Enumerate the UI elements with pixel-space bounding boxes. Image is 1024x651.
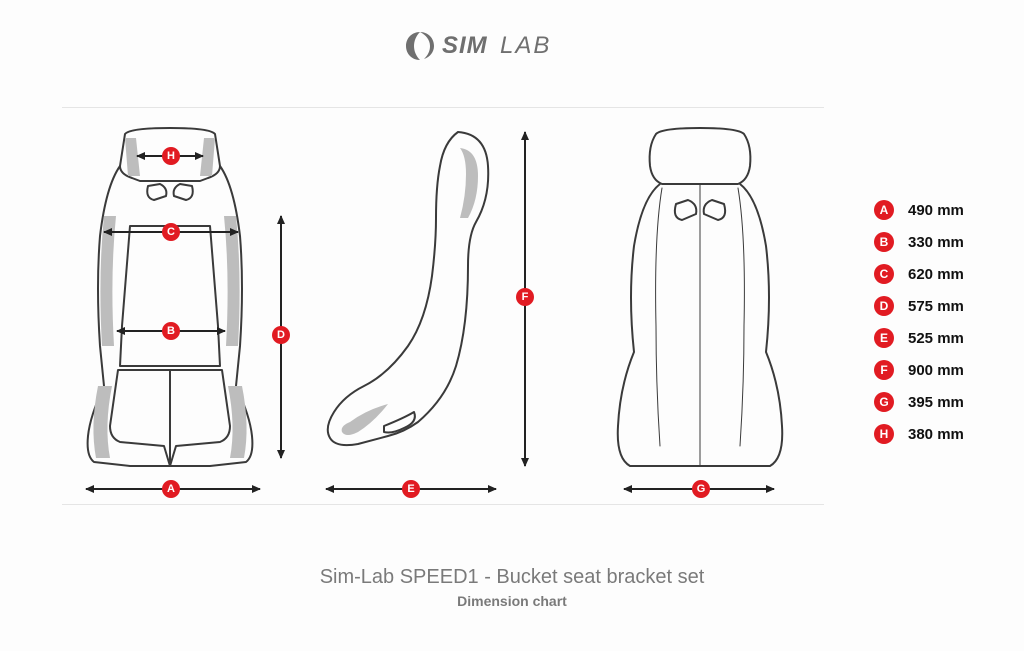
legend-value-f: 900 mm	[908, 362, 964, 379]
brand-logo: SIM LAB	[0, 28, 1024, 69]
legend-badge-c: C	[874, 264, 894, 284]
caption-title: Sim-Lab SPEED1 - Bucket seat bracket set	[0, 566, 1024, 589]
dim-badge-c: C	[162, 223, 180, 241]
legend-value-d: 575 mm	[908, 298, 964, 315]
dim-badge-a: A	[162, 480, 180, 498]
svg-text:SIM: SIM	[442, 32, 488, 59]
legend-row: B 330 mm	[874, 232, 1004, 252]
legend-row: C 620 mm	[874, 264, 1004, 284]
caption: Sim-Lab SPEED1 - Bucket seat bracket set…	[0, 566, 1024, 609]
legend-row: G 395 mm	[874, 392, 1004, 412]
legend-badge-b: B	[874, 232, 894, 252]
dim-badge-f: F	[516, 288, 534, 306]
legend-value-a: 490 mm	[908, 202, 964, 219]
seat-front-view	[70, 126, 270, 476]
legend-row: F 900 mm	[874, 360, 1004, 380]
svg-text:LAB: LAB	[500, 32, 551, 59]
dim-badge-d: D	[272, 326, 290, 344]
legend-value-b: 330 mm	[908, 234, 964, 251]
legend-badge-d: D	[874, 296, 894, 316]
legend-value-g: 395 mm	[908, 394, 964, 411]
legend-row: D 575 mm	[874, 296, 1004, 316]
legend-badge-h: H	[874, 424, 894, 444]
legend-value-c: 620 mm	[908, 266, 964, 283]
dim-badge-h: H	[162, 147, 180, 165]
dim-badge-e: E	[402, 480, 420, 498]
legend-row: H 380 mm	[874, 424, 1004, 444]
seat-side-view	[318, 126, 518, 476]
legend-badge-g: G	[874, 392, 894, 412]
legend-badge-f: F	[874, 360, 894, 380]
dim-badge-b: B	[162, 322, 180, 340]
diagram-frame: H C B D A F E	[62, 107, 824, 505]
dimension-legend: A 490 mm B 330 mm C 620 mm D 575 mm E 52…	[874, 200, 1004, 456]
legend-badge-e: E	[874, 328, 894, 348]
caption-subtitle: Dimension chart	[0, 593, 1024, 609]
legend-row: E 525 mm	[874, 328, 1004, 348]
dim-badge-g: G	[692, 480, 710, 498]
legend-value-h: 380 mm	[908, 426, 964, 443]
legend-badge-a: A	[874, 200, 894, 220]
seat-rear-view	[600, 126, 800, 476]
legend-value-e: 525 mm	[908, 330, 964, 347]
legend-row: A 490 mm	[874, 200, 1004, 220]
